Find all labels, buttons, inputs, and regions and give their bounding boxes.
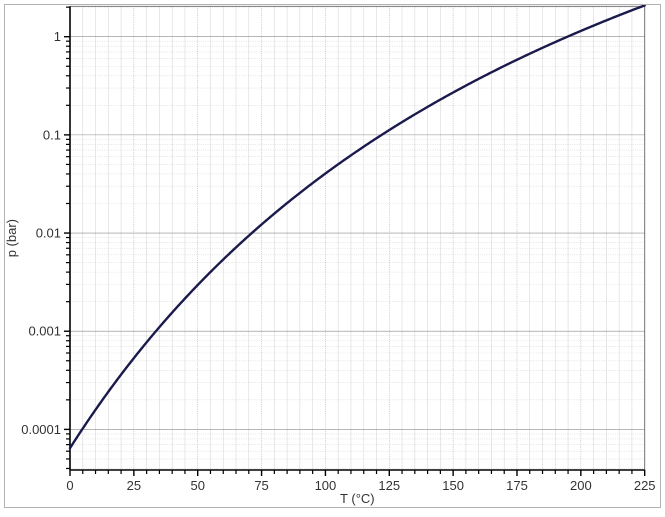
svg-text:175: 175	[506, 478, 528, 493]
svg-text:1: 1	[54, 29, 61, 44]
svg-text:100: 100	[315, 478, 337, 493]
svg-text:T (°C): T (°C)	[340, 491, 375, 506]
svg-text:50: 50	[190, 478, 204, 493]
svg-text:150: 150	[442, 478, 464, 493]
svg-text:0.01: 0.01	[36, 226, 61, 241]
svg-text:0.001: 0.001	[28, 324, 61, 339]
svg-text:225: 225	[634, 478, 656, 493]
svg-text:75: 75	[254, 478, 268, 493]
svg-text:200: 200	[570, 478, 592, 493]
svg-text:0.1: 0.1	[43, 127, 61, 142]
svg-text:0: 0	[66, 478, 73, 493]
svg-text:25: 25	[127, 478, 141, 493]
svg-text:p (bar): p (bar)	[4, 219, 19, 257]
svg-text:0.0001: 0.0001	[21, 422, 61, 437]
svg-text:125: 125	[378, 478, 400, 493]
